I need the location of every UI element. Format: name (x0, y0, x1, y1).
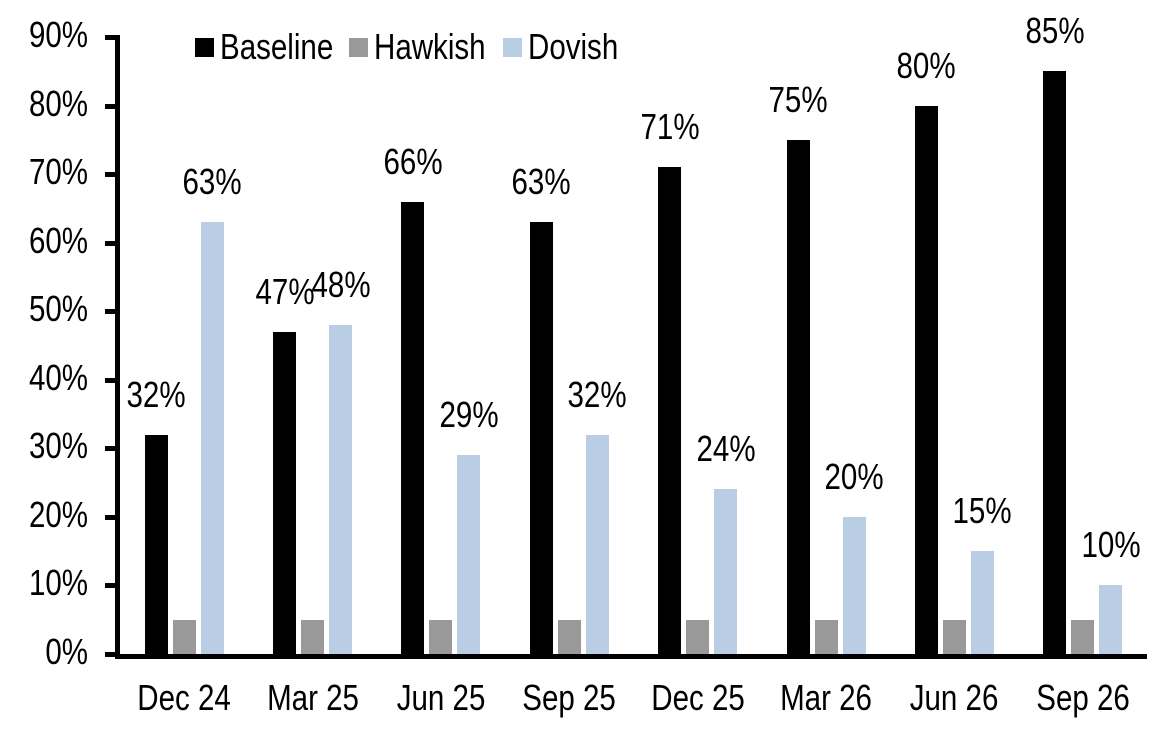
y-tick-label: 30% (28, 425, 88, 467)
bar-dovish (1099, 585, 1123, 654)
bar-label-baseline: 80% (896, 44, 956, 86)
y-tick-label: 90% (28, 14, 88, 55)
bar-label-baseline: 47% (255, 270, 315, 312)
bar-hawkish (557, 619, 581, 654)
y-tick-label: 10% (28, 562, 88, 604)
bar-label-baseline: 32% (126, 373, 186, 415)
y-tick-mark (105, 103, 117, 109)
x-tick-label: Dec 24 (137, 677, 231, 718)
x-tick-label: Jun 26 (910, 677, 999, 718)
x-tick-label: Sep 25 (522, 677, 617, 718)
y-tick-mark (105, 446, 117, 452)
x-tick-label: Dec 25 (650, 677, 745, 718)
y-tick-label: 60% (28, 219, 88, 261)
y-tick-label: 0% (45, 631, 88, 672)
x-tick-label: Jun 25 (396, 677, 486, 718)
x-tick-label: Mar 26 (780, 677, 872, 718)
bar-label-baseline: 66% (383, 140, 443, 182)
y-tick-label: 50% (28, 288, 88, 330)
bar-label-dovish: 20% (824, 455, 884, 497)
bar-baseline (144, 434, 168, 654)
bar-label-dovish: 10% (1081, 524, 1141, 566)
bar-label-baseline: 63% (511, 161, 571, 203)
bar-hawkish (814, 619, 838, 654)
y-tick-label: 40% (28, 356, 88, 398)
y-tick-mark (105, 172, 117, 178)
bar-dovish (842, 516, 866, 654)
y-tick-mark (105, 514, 117, 520)
y-tick-mark (105, 309, 117, 315)
bar-label-dovish: 48% (311, 263, 371, 305)
x-axis-line (115, 654, 1147, 659)
y-tick-mark (105, 35, 117, 40)
bar-baseline (1043, 71, 1067, 654)
y-tick-mark (105, 652, 117, 657)
x-tick-label: Sep 26 (1036, 677, 1130, 718)
bar-label-baseline: 85% (1025, 10, 1085, 52)
bar-label-baseline: 71% (640, 106, 700, 148)
bar-hawkish (429, 619, 453, 654)
bar-baseline (401, 201, 425, 654)
bar-dovish (329, 324, 353, 654)
bar-hawkish (942, 619, 966, 654)
bar-dovish (970, 551, 994, 654)
y-tick-label: 80% (28, 82, 88, 124)
bar-label-baseline: 75% (768, 78, 828, 120)
bar-label-dovish: 24% (696, 428, 756, 470)
bar-dovish (200, 222, 224, 654)
bar-hawkish (1071, 619, 1095, 654)
bar-baseline (658, 167, 682, 654)
bar-label-dovish: 63% (182, 161, 242, 203)
y-tick-label: 70% (28, 151, 88, 193)
bar-dovish (457, 455, 481, 654)
y-tick-mark (105, 583, 117, 589)
bar-label-dovish: 29% (439, 394, 499, 436)
bar-dovish (585, 434, 609, 654)
y-axis-line (115, 35, 120, 659)
bar-baseline (786, 139, 810, 654)
y-tick-mark (105, 240, 117, 246)
x-tick-label: Mar 25 (266, 677, 359, 718)
bar-label-dovish: 32% (567, 373, 627, 415)
y-tick-label: 20% (28, 493, 88, 535)
bar-dovish (714, 489, 738, 654)
bar-baseline (529, 222, 553, 654)
bar-hawkish (172, 619, 196, 654)
bar-hawkish (686, 619, 710, 654)
y-tick-mark (105, 377, 117, 383)
bar-baseline (273, 331, 297, 654)
bar-label-dovish: 15% (952, 490, 1012, 532)
bar-baseline (914, 105, 938, 654)
bar-hawkish (301, 619, 325, 654)
